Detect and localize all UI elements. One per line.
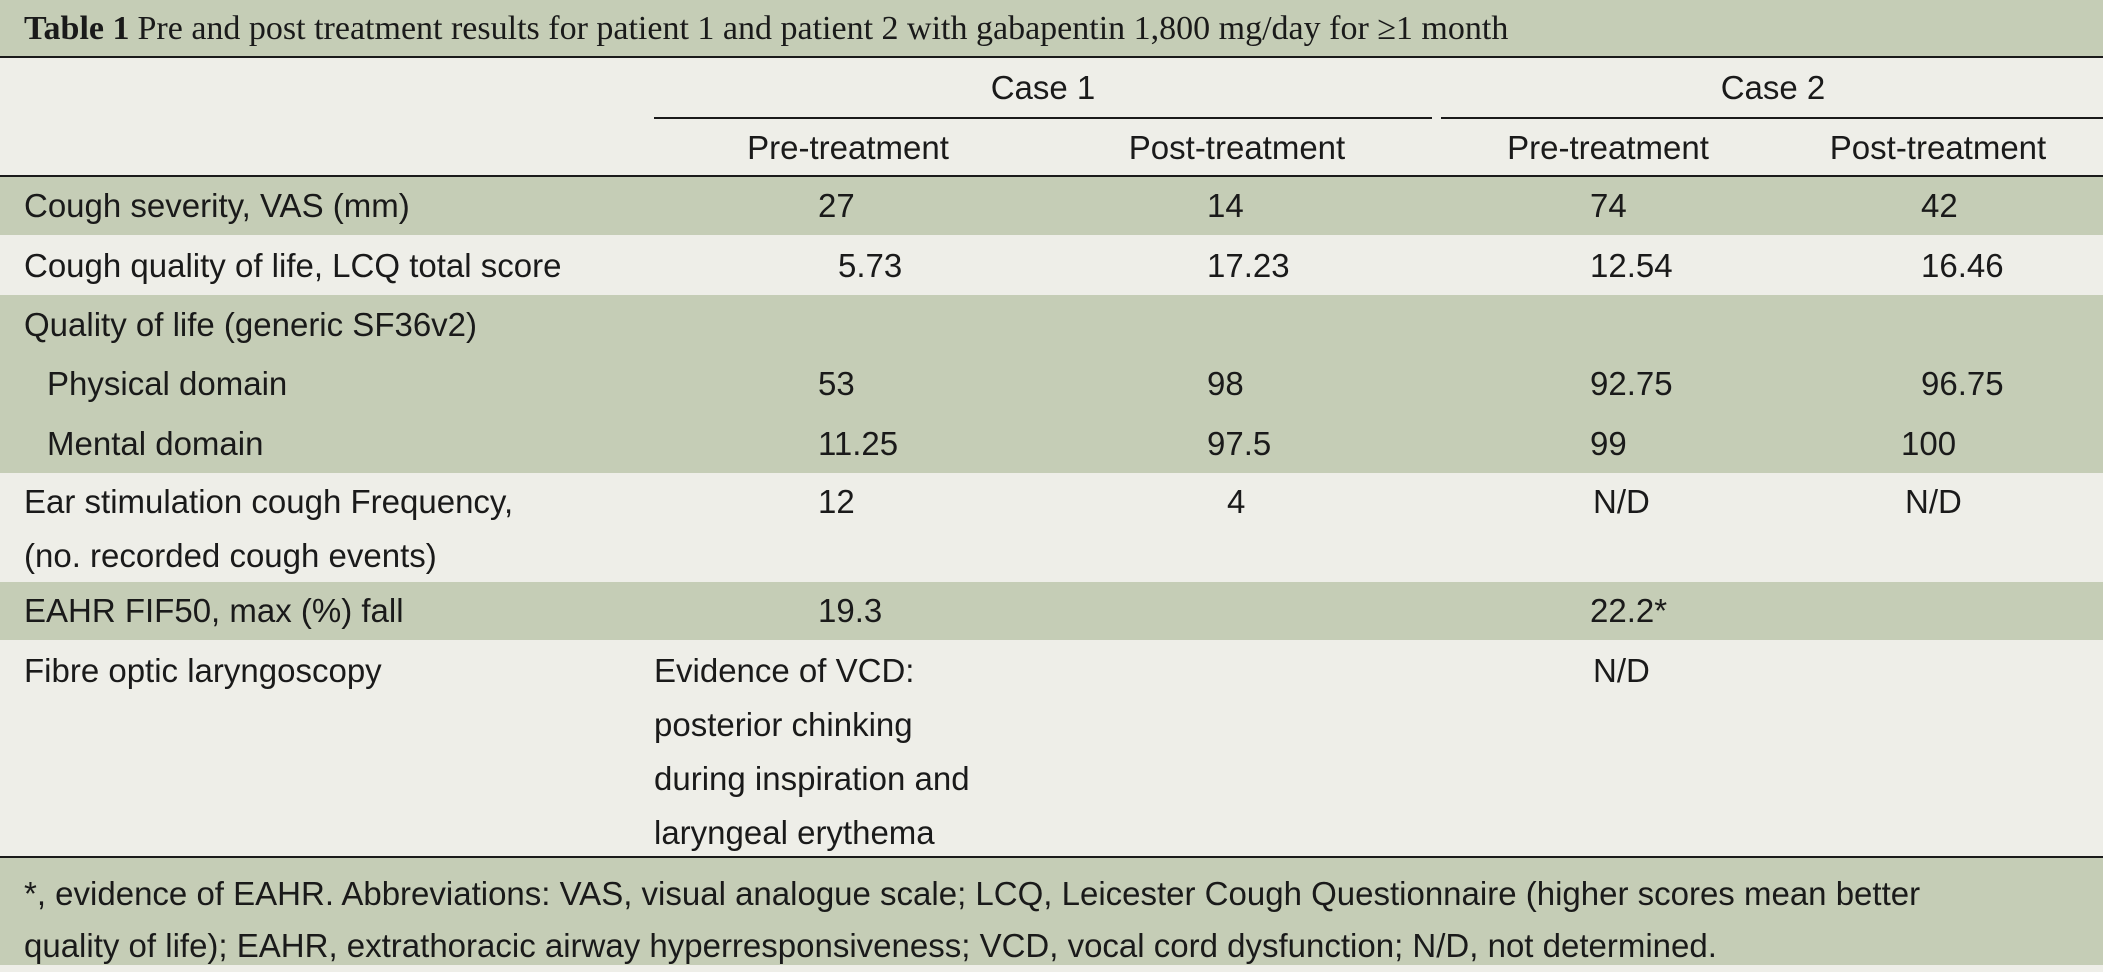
table-label: Table 1 bbox=[24, 10, 130, 47]
row-label: EAHR FIF50, max (%) fall bbox=[24, 592, 404, 629]
table-footnote: *, evidence of EAHR. Abbreviations: VAS,… bbox=[0, 856, 2103, 965]
row-label-line: Ear stimulation cough Frequency, bbox=[24, 483, 514, 520]
cell: 5.73 bbox=[838, 247, 903, 284]
cell: 98 bbox=[1207, 365, 1244, 402]
footnote-line: *, evidence of EAHR. Abbreviations: VAS,… bbox=[24, 875, 1921, 912]
cell-line: during inspiration and bbox=[654, 760, 970, 797]
header-bottom-rule bbox=[0, 175, 2103, 177]
case1-header: Case 1 bbox=[990, 69, 1096, 106]
cell: 12.54 bbox=[1590, 247, 1673, 284]
row-label: Fibre optic laryngoscopy bbox=[24, 652, 382, 689]
row-label: Quality of life (generic SF36v2) bbox=[24, 306, 478, 343]
cell: 100 bbox=[1901, 425, 1957, 462]
row-band bbox=[0, 177, 2103, 235]
subcol-post-1: Post-treatment bbox=[1128, 129, 1346, 166]
table-title: Pre and post treatment results for patie… bbox=[137, 10, 1509, 47]
row-band bbox=[0, 582, 2103, 640]
subcol-pre-2: Pre-treatment bbox=[1507, 129, 1709, 166]
cell: 14 bbox=[1207, 187, 1244, 224]
row-label: Mental domain bbox=[47, 425, 264, 462]
row-label-line: (no. recorded cough events) bbox=[24, 537, 437, 574]
case2-rule bbox=[1441, 117, 2103, 119]
cell: 99 bbox=[1590, 425, 1627, 462]
cell: N/D bbox=[1593, 652, 1650, 689]
cell: 92.75 bbox=[1590, 365, 1673, 402]
cell: N/D bbox=[1593, 483, 1650, 520]
subcol-pre-1: Pre-treatment bbox=[747, 129, 949, 166]
cell-line: Evidence of VCD: bbox=[654, 652, 915, 689]
cell: 97.5 bbox=[1207, 425, 1272, 462]
cell-line: posterior chinking bbox=[654, 706, 913, 743]
row-label: Cough quality of life, LCQ total score bbox=[24, 247, 562, 284]
cell: 19.3 bbox=[818, 592, 883, 629]
cell: 22.2* bbox=[1590, 592, 1668, 629]
row-label: Physical domain bbox=[47, 365, 288, 402]
cell: 27 bbox=[818, 187, 855, 224]
cell: N/D bbox=[1905, 483, 1962, 520]
subcol-post-2: Post-treatment bbox=[1829, 129, 2047, 166]
cell: 12 bbox=[818, 483, 855, 520]
row-band bbox=[0, 295, 2103, 473]
cell: 11.25 bbox=[818, 425, 899, 462]
cell: 74 bbox=[1590, 187, 1627, 224]
cell: 16.46 bbox=[1921, 247, 2004, 284]
cell: 53 bbox=[818, 365, 855, 402]
table-caption: Table 1 Pre and post treatment results fo… bbox=[0, 0, 2103, 58]
cell: 42 bbox=[1921, 187, 1958, 224]
cell: 17.23 bbox=[1207, 247, 1290, 284]
cell-line: laryngeal erythema bbox=[654, 814, 935, 851]
cell: 96.75 bbox=[1921, 365, 2004, 402]
row-label: Cough severity, VAS (mm) bbox=[24, 187, 410, 224]
cell: 4 bbox=[1227, 483, 1246, 520]
case2-header: Case 2 bbox=[1720, 69, 1826, 106]
footnote-line: quality of life); EAHR, extrathoracic ai… bbox=[24, 927, 1717, 964]
case1-rule bbox=[654, 117, 1432, 119]
